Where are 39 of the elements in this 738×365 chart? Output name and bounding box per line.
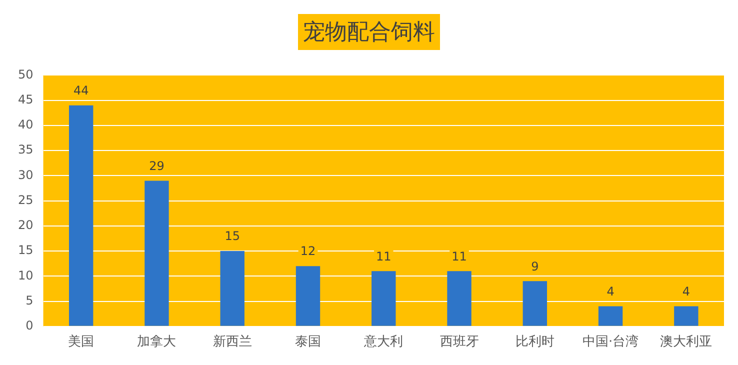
bar <box>598 306 623 326</box>
x-tick-label: 意大利 <box>363 334 404 350</box>
x-tick-label: 中国·台湾 <box>582 334 639 350</box>
y-tick-label: 10 <box>18 268 34 282</box>
data-label: 44 <box>73 83 89 98</box>
y-tick-label: 0 <box>26 318 34 333</box>
x-tick-label: 澳大利亚 <box>660 334 712 350</box>
bar <box>372 271 396 326</box>
data-label: 4 <box>682 284 690 298</box>
x-tick-label: 加拿大 <box>137 334 176 350</box>
bar <box>220 251 244 326</box>
data-label: 11 <box>452 249 467 264</box>
x-tick-label: 比利时 <box>515 334 554 350</box>
data-label: 15 <box>224 229 240 244</box>
x-tick-label: 美国 <box>68 334 94 350</box>
x-tick-label: 西班牙 <box>440 334 479 350</box>
y-tick-label: 50 <box>18 67 34 82</box>
bar <box>68 105 94 326</box>
y-tick-label: 45 <box>18 92 34 106</box>
bar <box>522 281 548 326</box>
bar <box>144 180 169 326</box>
data-label: 12 <box>300 244 316 258</box>
data-label: 11 <box>376 249 392 264</box>
bar <box>447 271 472 326</box>
y-tick-label: 5 <box>26 293 34 308</box>
bar <box>296 266 320 326</box>
x-tick-label: 新西兰 <box>212 334 252 350</box>
y-tick-label: 15 <box>18 243 34 258</box>
y-tick-label: 40 <box>18 118 34 132</box>
data-label: 4 <box>606 284 614 298</box>
y-tick-label: 30 <box>18 168 34 182</box>
y-tick-label: 20 <box>18 218 34 232</box>
x-tick-label: 泰国 <box>295 334 321 350</box>
y-tick-label: 35 <box>18 142 34 157</box>
data-label: 9 <box>531 259 539 274</box>
bar <box>674 306 698 326</box>
data-label: 29 <box>149 158 164 173</box>
chart-title: 宠物配合饲料 <box>298 14 440 50</box>
y-tick-label: 25 <box>18 192 34 207</box>
